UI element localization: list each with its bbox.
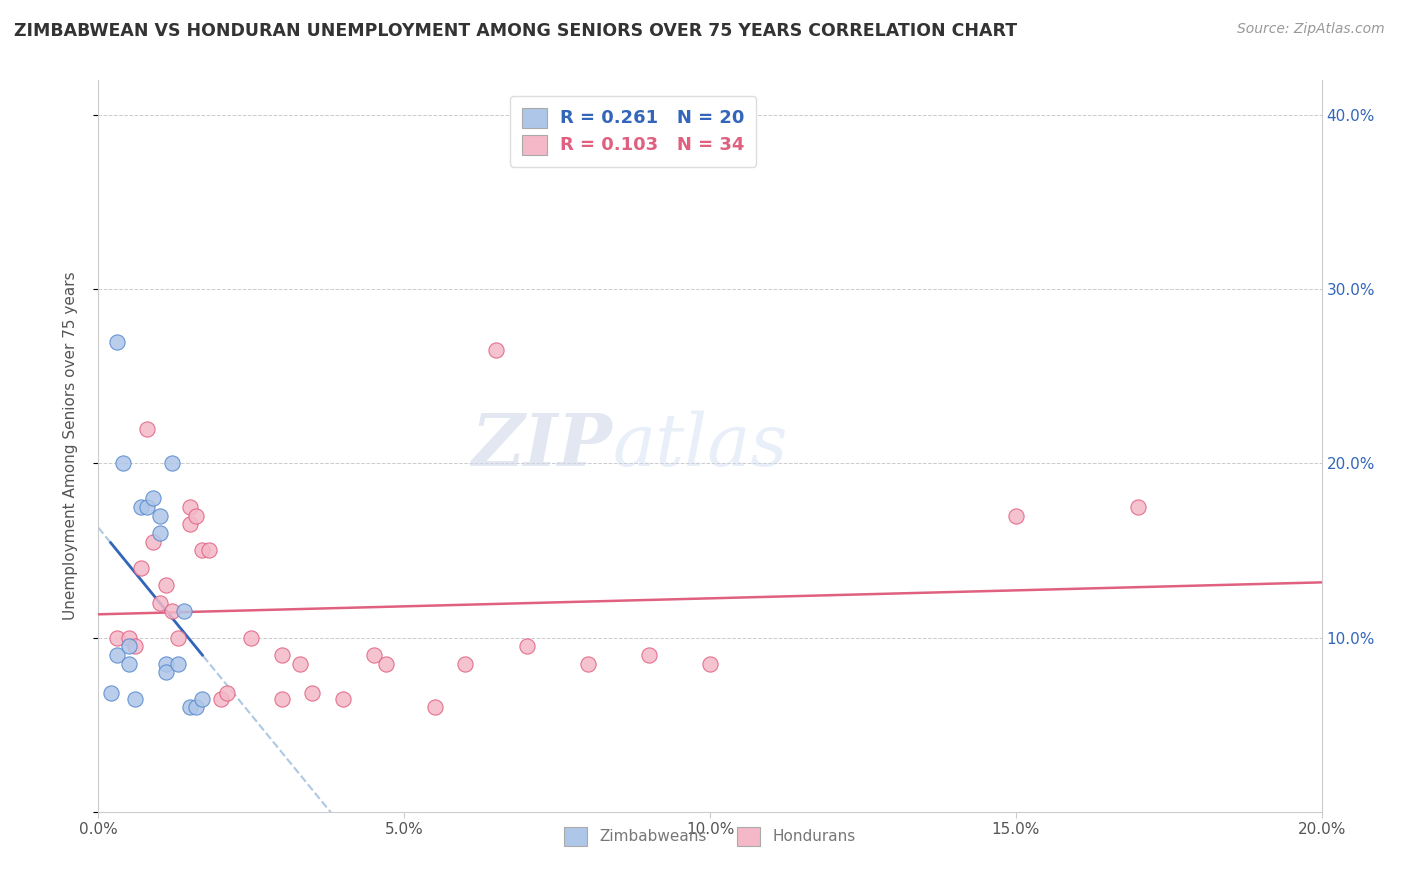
Point (363, 648, 385, 662)
Point (105, 334, 128, 349)
Point (179, 500, 201, 514)
Point (124, 640, 146, 654)
Point (454, 657, 477, 671)
Point (100, 686, 122, 700)
Point (136, 500, 159, 514)
Point (637, 648, 661, 662)
Text: atlas: atlas (612, 410, 787, 482)
Point (191, 543, 214, 558)
Point (197, 543, 219, 558)
Legend: Zimbabweans, Hondurans: Zimbabweans, Hondurans (558, 821, 862, 852)
Point (118, 640, 141, 654)
Text: ZIMBABWEAN VS HONDURAN UNEMPLOYMENT AMONG SENIORS OVER 75 YEARS CORRELATION CHAR: ZIMBABWEAN VS HONDURAN UNEMPLOYMENT AMON… (14, 22, 1017, 40)
Point (209, 691, 232, 706)
Point (699, 657, 721, 671)
Y-axis label: Unemployment Among Seniors over 75 years: Unemployment Among Seniors over 75 years (63, 272, 77, 620)
Point (111, 457, 134, 471)
Point (423, 700, 446, 714)
Point (142, 491, 165, 506)
Point (240, 631, 263, 645)
Point (149, 596, 172, 610)
Point (149, 526, 172, 541)
Point (167, 657, 190, 671)
Point (1128, 500, 1150, 514)
Point (149, 508, 172, 523)
Point (124, 691, 146, 706)
Point (485, 343, 508, 358)
Point (118, 631, 141, 645)
Point (290, 657, 312, 671)
Point (301, 686, 323, 700)
Point (215, 686, 238, 700)
Point (270, 691, 292, 706)
Point (332, 691, 354, 706)
Point (160, 457, 183, 471)
Point (129, 500, 152, 514)
Point (186, 508, 208, 523)
Point (136, 421, 159, 435)
Point (118, 657, 141, 671)
Point (191, 691, 214, 706)
Point (155, 665, 177, 680)
Point (179, 517, 201, 532)
Point (160, 604, 183, 618)
Point (155, 657, 177, 671)
Point (173, 604, 195, 618)
Point (516, 640, 538, 654)
Point (129, 561, 152, 575)
Point (167, 631, 190, 645)
Point (1004, 508, 1026, 523)
Point (155, 578, 177, 592)
Point (576, 657, 599, 671)
Point (186, 700, 208, 714)
Point (179, 700, 201, 714)
Point (142, 534, 165, 549)
Text: Source: ZipAtlas.com: Source: ZipAtlas.com (1237, 22, 1385, 37)
Point (374, 657, 396, 671)
Point (270, 648, 292, 662)
Point (105, 631, 128, 645)
Text: ZIP: ZIP (471, 410, 612, 482)
Point (105, 648, 128, 662)
